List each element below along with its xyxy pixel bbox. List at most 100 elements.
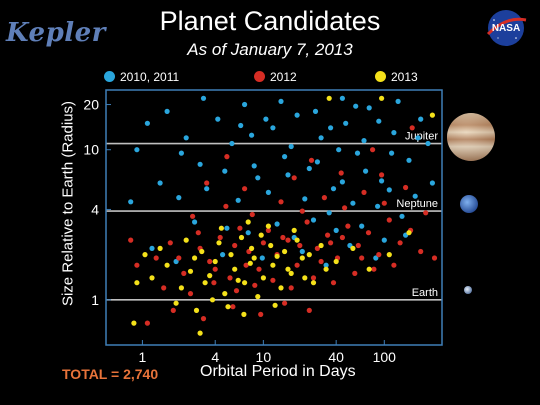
data-point-series-1 bbox=[161, 285, 167, 291]
data-point-series-2 bbox=[274, 253, 280, 259]
data-point-series-0 bbox=[354, 150, 361, 156]
data-point-series-1 bbox=[232, 242, 238, 249]
data-point-series-0 bbox=[220, 252, 226, 258]
data-point-series-0 bbox=[343, 120, 349, 126]
legend-item-2010-2011: 2010, 2011 bbox=[104, 70, 179, 84]
data-point-series-1 bbox=[190, 213, 196, 219]
data-point-series-1 bbox=[299, 208, 305, 214]
data-point-series-2 bbox=[255, 294, 261, 300]
data-point-series-1 bbox=[423, 210, 429, 216]
data-point-series-2 bbox=[225, 304, 231, 310]
legend-dot-icon bbox=[254, 71, 265, 82]
data-point-series-0 bbox=[259, 255, 265, 261]
data-point-series-0 bbox=[429, 180, 435, 186]
nasa-logo-text: NASA bbox=[492, 23, 520, 34]
data-point-series-1 bbox=[211, 280, 217, 286]
x-tick-label: 1 bbox=[139, 349, 147, 365]
data-point-series-2 bbox=[318, 242, 324, 249]
data-point-series-0 bbox=[229, 140, 235, 147]
data-point-series-0 bbox=[270, 125, 276, 131]
chart-title: Planet Candidates bbox=[159, 6, 381, 36]
data-point-series-0 bbox=[294, 112, 300, 118]
data-point-series-2 bbox=[294, 237, 300, 243]
data-point-series-2 bbox=[265, 223, 271, 229]
legend-item-2012: 2012 bbox=[254, 70, 297, 84]
data-point-series-0 bbox=[318, 135, 324, 141]
data-point-series-2 bbox=[333, 258, 339, 265]
data-point-series-1 bbox=[167, 240, 173, 246]
data-point-series-0 bbox=[278, 98, 284, 104]
data-point-series-1 bbox=[291, 175, 297, 181]
data-point-series-0 bbox=[157, 180, 163, 186]
data-point-series-1 bbox=[207, 258, 213, 265]
data-point-series-0 bbox=[282, 154, 288, 160]
neptune-image bbox=[460, 195, 478, 213]
data-point-series-1 bbox=[386, 217, 392, 223]
data-point-series-0 bbox=[299, 248, 305, 255]
data-point-series-0 bbox=[328, 125, 334, 131]
data-point-series-2 bbox=[235, 277, 241, 283]
data-point-series-1 bbox=[200, 316, 207, 322]
data-point-series-1 bbox=[379, 172, 385, 178]
plot-frame bbox=[105, 89, 443, 346]
data-point-series-1 bbox=[370, 147, 376, 153]
data-point-series-2 bbox=[366, 266, 372, 272]
data-point-series-1 bbox=[288, 285, 294, 291]
legend-item-2013: 2013 bbox=[375, 70, 418, 84]
data-point-series-0 bbox=[381, 237, 387, 243]
data-point-series-1 bbox=[282, 300, 288, 306]
data-point-series-2 bbox=[278, 285, 284, 291]
data-point-series-0 bbox=[306, 165, 312, 172]
data-point-series-0 bbox=[326, 210, 332, 216]
data-point-series-0 bbox=[399, 213, 405, 219]
y-tick-label: 4 bbox=[91, 201, 99, 217]
data-point-series-2 bbox=[209, 297, 216, 303]
data-point-series-1 bbox=[243, 262, 249, 268]
data-point-series-1 bbox=[397, 240, 403, 246]
data-point-series-0 bbox=[336, 147, 342, 153]
nasa-logo: NASA bbox=[486, 10, 527, 46]
data-point-series-1 bbox=[328, 240, 334, 246]
data-point-series-0 bbox=[204, 186, 210, 192]
data-point-series-0 bbox=[224, 225, 230, 231]
data-point-series-1 bbox=[252, 282, 258, 288]
data-point-series-0 bbox=[173, 258, 179, 265]
data-point-series-1 bbox=[195, 230, 201, 236]
data-point-series-0 bbox=[274, 221, 280, 227]
data-point-series-2 bbox=[164, 262, 170, 268]
data-point-series-2 bbox=[212, 258, 218, 265]
data-point-series-0 bbox=[339, 95, 345, 101]
data-point-series-0 bbox=[249, 132, 255, 138]
data-point-series-1 bbox=[233, 288, 240, 294]
data-point-series-1 bbox=[260, 240, 266, 246]
data-point-series-1 bbox=[403, 184, 409, 191]
data-point-series-1 bbox=[230, 304, 236, 310]
data-point-series-2 bbox=[193, 307, 200, 313]
data-point-series-2 bbox=[134, 280, 140, 286]
data-point-series-1 bbox=[342, 205, 348, 211]
data-point-series-1 bbox=[223, 203, 229, 209]
data-point-series-2 bbox=[306, 252, 312, 258]
data-point-series-1 bbox=[204, 180, 210, 186]
data-point-series-2 bbox=[142, 252, 148, 258]
data-point-series-0 bbox=[379, 178, 385, 184]
x-tick-label: 100 bbox=[373, 349, 397, 365]
data-point-series-2 bbox=[251, 255, 257, 261]
data-point-series-1 bbox=[181, 270, 187, 276]
data-point-series-2 bbox=[131, 320, 137, 326]
legend-label: 2010, 2011 bbox=[120, 70, 180, 84]
data-point-series-2 bbox=[310, 280, 317, 286]
data-point-series-0 bbox=[302, 196, 308, 202]
y-tick-label: 20 bbox=[83, 97, 99, 113]
legend-dot-icon bbox=[375, 71, 386, 82]
data-point-series-0 bbox=[418, 116, 424, 122]
x-axis-label: Orbital Period in Days bbox=[200, 363, 356, 380]
data-point-series-1 bbox=[285, 237, 291, 243]
data-point-series-2 bbox=[326, 95, 332, 101]
data-point-series-1 bbox=[381, 200, 387, 206]
data-point-series-0 bbox=[375, 203, 381, 209]
data-point-series-1 bbox=[361, 189, 367, 195]
data-point-series-2 bbox=[288, 270, 294, 276]
